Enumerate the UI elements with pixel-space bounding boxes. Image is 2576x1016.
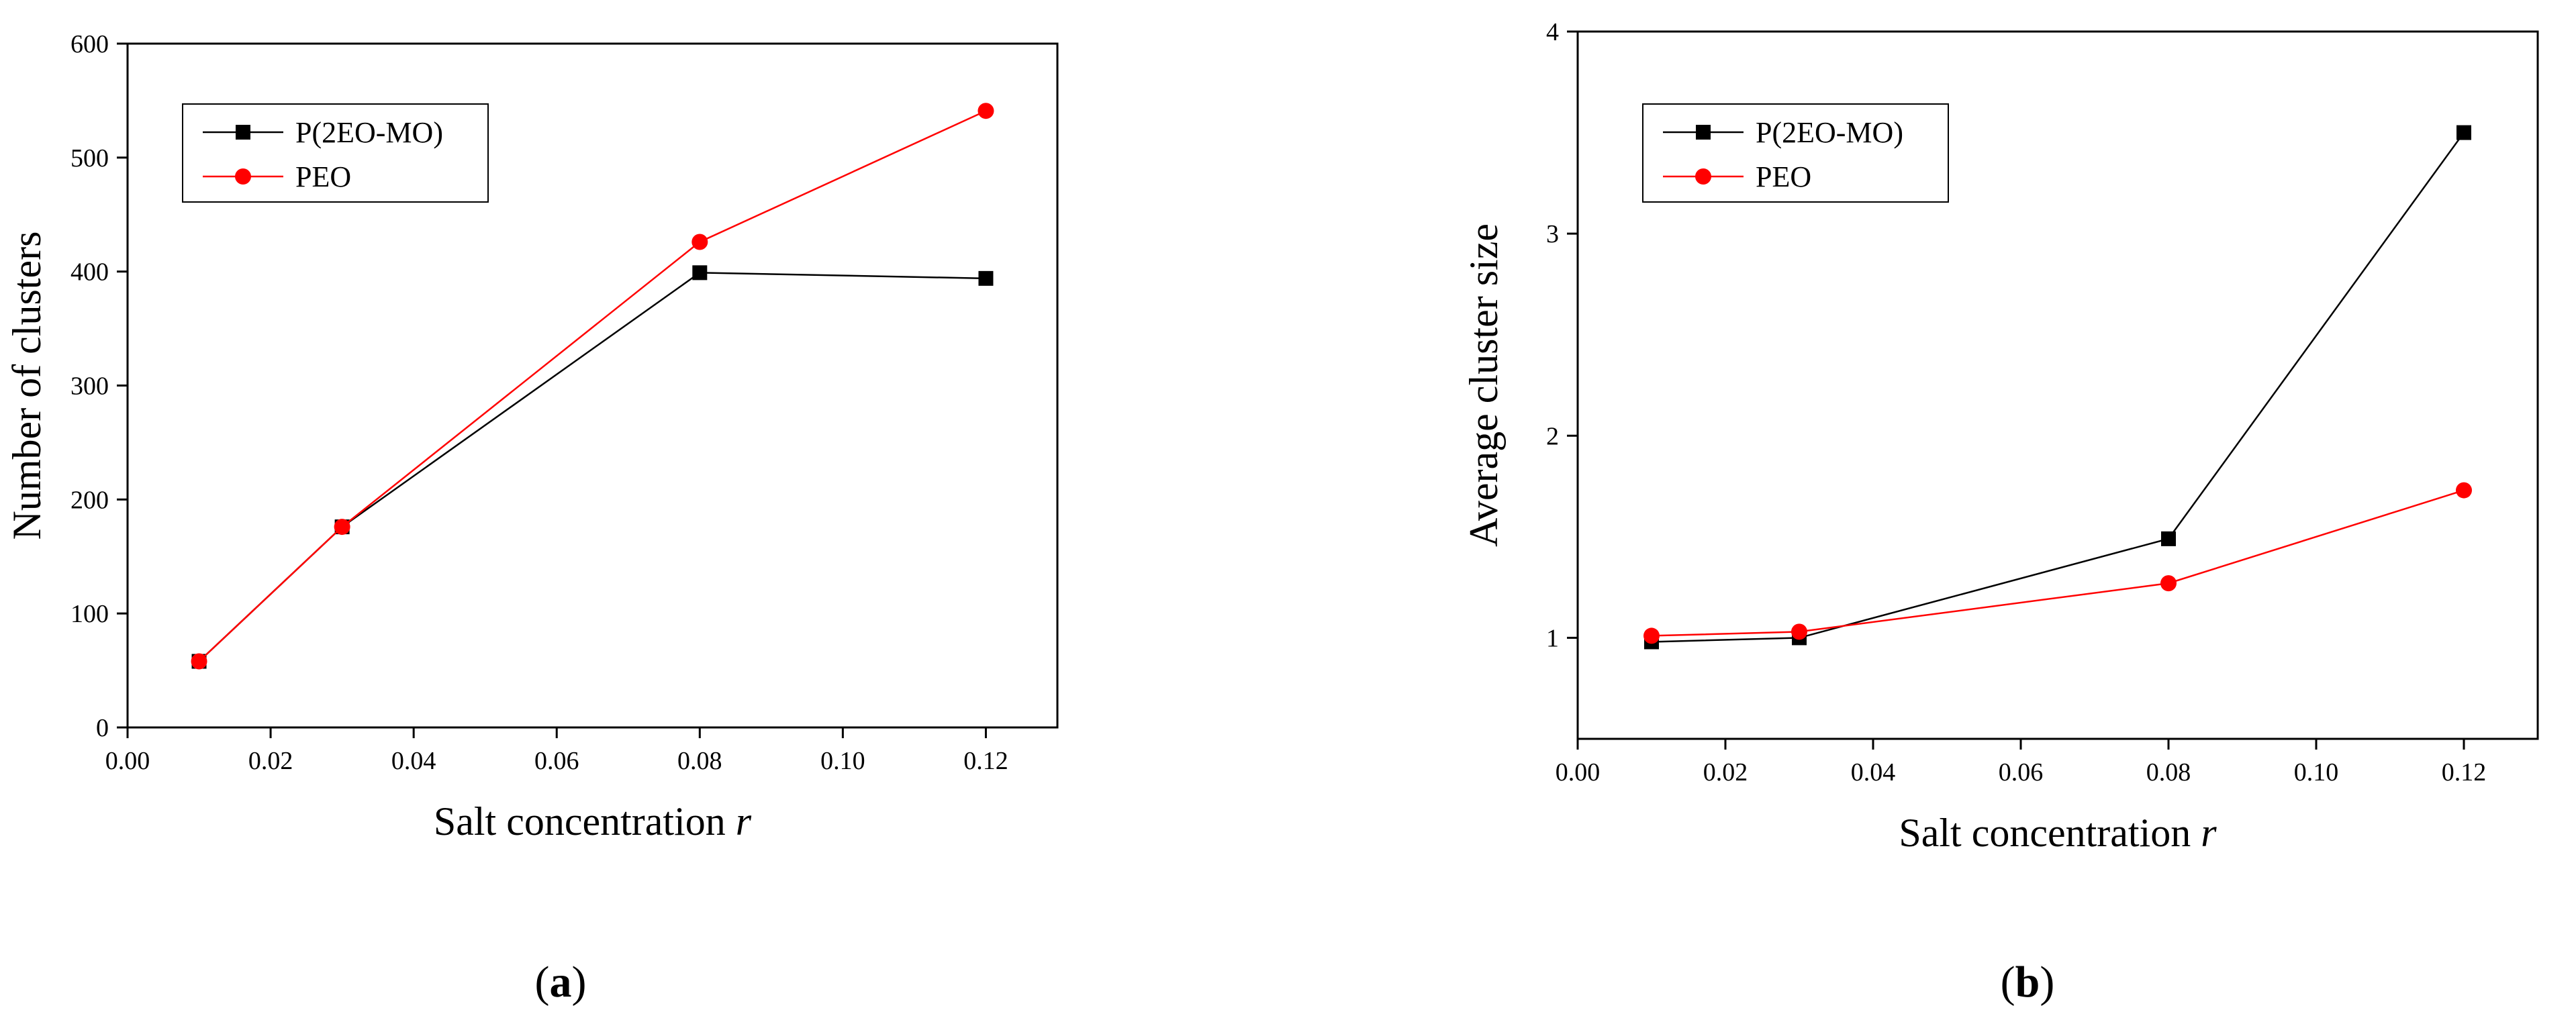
data-point-circle (1791, 623, 1807, 640)
legend-marker-square (1696, 125, 1711, 140)
series-line (1651, 132, 2465, 643)
data-point-circle (2456, 482, 2472, 499)
y-tick-label: 3 (1546, 220, 1559, 248)
y-tick-label: 200 (70, 486, 109, 514)
panel-label: (a) (535, 958, 587, 1007)
data-point-circle (191, 653, 207, 670)
legend-box (182, 103, 489, 203)
x-tick-label: 0.08 (677, 747, 722, 775)
x-tick-label: 0.00 (1556, 758, 1601, 786)
y-tick-label: 500 (70, 144, 109, 172)
data-point-square (2456, 125, 2471, 140)
x-axis-variable: r (736, 799, 752, 844)
chart-panel-a: 0.00 0.02 0.04 0.06 0.08 0.10 0.12 0 100 200 300 40… (5, 30, 1059, 1007)
series-line (198, 272, 986, 662)
panel-label-letter: b (2015, 958, 2040, 1007)
data-point-square (692, 265, 708, 281)
x-tick-label: 0.04 (1851, 758, 1896, 786)
y-tick-label: 300 (70, 372, 109, 401)
data-point-circle (2160, 575, 2177, 592)
panel-label: (b) (2001, 958, 2055, 1007)
x-tick-label: 0.00 (105, 747, 150, 775)
data-point-circle (977, 103, 994, 119)
x-tick-label: 0.12 (2442, 758, 2487, 786)
y-tick-label: 400 (70, 258, 109, 287)
x-tick-label: 0.10 (2294, 758, 2339, 786)
legend-box (1642, 103, 1949, 203)
y-axis-title: Number of clusters (5, 232, 49, 540)
data-point-circle (691, 234, 708, 250)
data-point-circle (1643, 627, 1660, 644)
legend-label: PEO (1756, 160, 1811, 193)
y-tick-label: 4 (1546, 18, 1559, 46)
legend-label: PEO (295, 160, 351, 193)
x-tick-label: 0.08 (2146, 758, 2191, 786)
data-point-circle (334, 519, 350, 536)
y-tick-label: 0 (96, 714, 109, 742)
legend-label: P(2EO-MO) (295, 116, 443, 149)
y-tick-label: 600 (70, 30, 109, 58)
legend-marker-circle (235, 168, 251, 185)
series-line (198, 110, 986, 662)
chart-panel-b: 0.00 0.02 0.04 0.06 0.08 0.10 0.12 1 2 3 4 Salt con… (1462, 18, 2539, 1007)
x-tick-label: 0.06 (534, 747, 579, 775)
panel-label-letter: a (550, 958, 572, 1007)
x-tick-label: 0.04 (391, 747, 436, 775)
series-line (1651, 489, 2465, 637)
y-tick-label: 2 (1546, 422, 1559, 450)
plot-frame (1576, 30, 2539, 740)
x-tick-label: 0.02 (248, 747, 293, 775)
legend-marker-circle (1695, 168, 1711, 185)
x-tick-label: 0.10 (820, 747, 865, 775)
x-axis-title: Salt concentration r (434, 799, 752, 844)
data-point-square (978, 270, 994, 286)
x-tick-label: 0.12 (963, 747, 1008, 775)
legend-label: P(2EO-MO) (1756, 116, 1903, 149)
y-tick-label: 1 (1546, 624, 1559, 652)
x-tick-label: 0.02 (1703, 758, 1748, 786)
data-point-square (2161, 531, 2176, 546)
x-tick-label: 0.06 (1999, 758, 2044, 786)
legend-marker-square (236, 125, 250, 140)
x-axis-variable: r (2201, 811, 2217, 855)
x-axis-title: Salt concentration r (1899, 811, 2217, 855)
y-tick-label: 100 (70, 600, 109, 628)
y-axis-title: Average cluster size (1462, 223, 1506, 547)
